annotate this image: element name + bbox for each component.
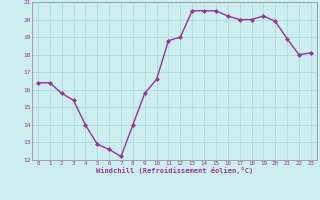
X-axis label: Windchill (Refroidissement éolien,°C): Windchill (Refroidissement éolien,°C) [96, 168, 253, 174]
